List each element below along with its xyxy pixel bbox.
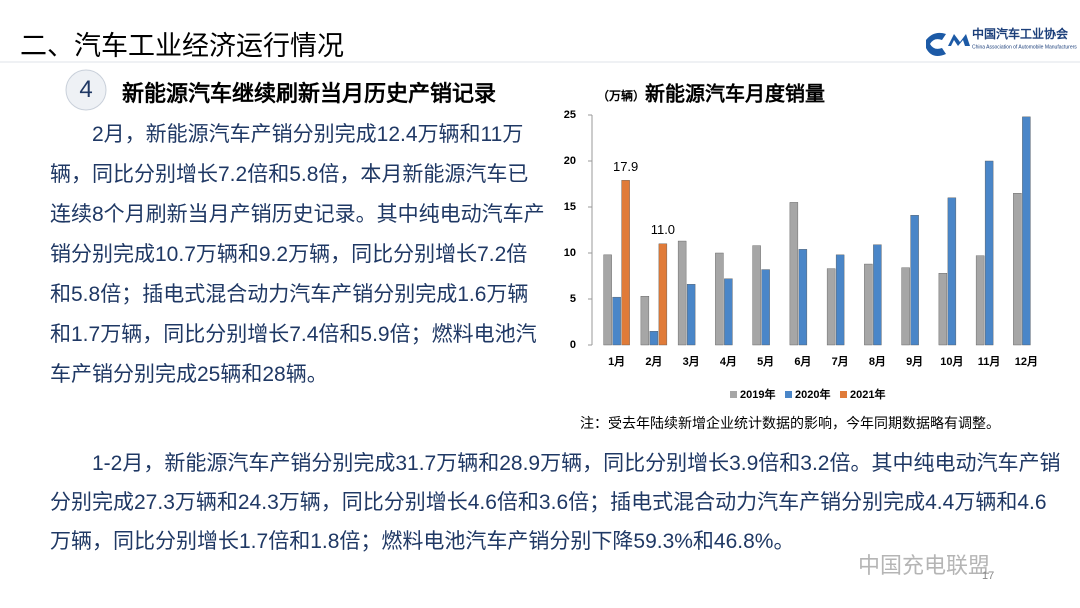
chart-title: 新能源汽车月度销量 — [645, 81, 825, 105]
bar — [686, 284, 696, 346]
bar — [975, 255, 985, 346]
watermark: 中国充电联盟 — [858, 553, 991, 578]
x-tick-label: 4月 — [720, 355, 737, 368]
section-badge — [65, 69, 107, 111]
logo-en: China Association of Automobile Manufact… — [972, 44, 1077, 50]
y-tick-label: 0 — [570, 339, 576, 351]
section-number: 4 — [79, 76, 93, 103]
bar — [612, 296, 621, 346]
x-tick-label: 5月 — [757, 355, 774, 368]
slide-title: 二、汽车工业经济运行情况 — [20, 31, 344, 61]
bar — [724, 278, 733, 346]
x-tick-label: 3月 — [683, 355, 700, 368]
bar — [789, 202, 799, 346]
x-tick-label: 2月 — [645, 355, 662, 368]
legend-label: 2020年 — [795, 387, 830, 401]
paragraph: 1-2月，新能源汽车产销分别完成31.7万辆和28.9万辆，同比分别增长3.9倍… — [50, 452, 1061, 553]
bar — [938, 273, 948, 346]
bar — [901, 267, 910, 346]
bar — [1013, 192, 1022, 346]
bar — [826, 268, 836, 346]
legend-swatch — [785, 391, 792, 398]
bar — [715, 252, 724, 346]
bar — [798, 249, 808, 346]
section-heading: 新能源汽车继续刷新当月历史产销记录 — [122, 81, 497, 106]
bar — [621, 180, 630, 346]
bar — [947, 197, 957, 346]
legend-label: 2021年 — [850, 387, 885, 401]
logo-cn: 中国汽车工业协会 — [972, 26, 1069, 41]
legend-swatch — [730, 391, 737, 398]
bar — [910, 215, 919, 346]
x-tick-label: 8月 — [869, 355, 886, 368]
x-tick-label: 7月 — [832, 355, 849, 368]
paragraph: 2月，新能源汽车产销分别完成12.4万辆和11万辆，同比分别增长7.2倍和5.8… — [50, 123, 545, 386]
y-tick-label: 25 — [564, 109, 576, 121]
bar — [835, 254, 845, 346]
bar — [603, 254, 612, 346]
y-axis-unit: （万辆） — [597, 88, 645, 103]
data-label: 11.0 — [651, 222, 675, 237]
x-tick-label: 6月 — [794, 355, 811, 368]
x-tick-label: 11月 — [978, 355, 1001, 368]
bar — [640, 296, 650, 346]
bar — [658, 243, 668, 346]
legend-swatch — [840, 391, 847, 398]
chart-note: 注：受去年陆续新增企业统计数据的影响，今年同期数据略有调整。 — [580, 415, 1000, 431]
x-tick-label: 9月 — [906, 355, 923, 368]
page-number: 17 — [982, 570, 995, 582]
x-tick-label: 1月 — [608, 355, 625, 368]
y-tick-label: 10 — [564, 247, 576, 259]
y-tick-label: 5 — [570, 293, 576, 305]
bar — [649, 331, 659, 346]
x-tick-label: 12月 — [1015, 355, 1038, 368]
bar — [864, 263, 873, 346]
bar — [984, 160, 994, 346]
x-tick-label: 10月 — [940, 355, 963, 368]
legend-label: 2019年 — [740, 387, 775, 401]
bar — [761, 269, 770, 346]
bar — [873, 244, 882, 346]
logo-mark — [926, 32, 970, 56]
y-tick-label: 15 — [564, 201, 576, 213]
bar — [677, 240, 687, 346]
bar — [752, 245, 761, 346]
bar — [1022, 116, 1031, 346]
data-label: 17.9 — [613, 159, 638, 174]
y-tick-label: 20 — [564, 155, 576, 167]
